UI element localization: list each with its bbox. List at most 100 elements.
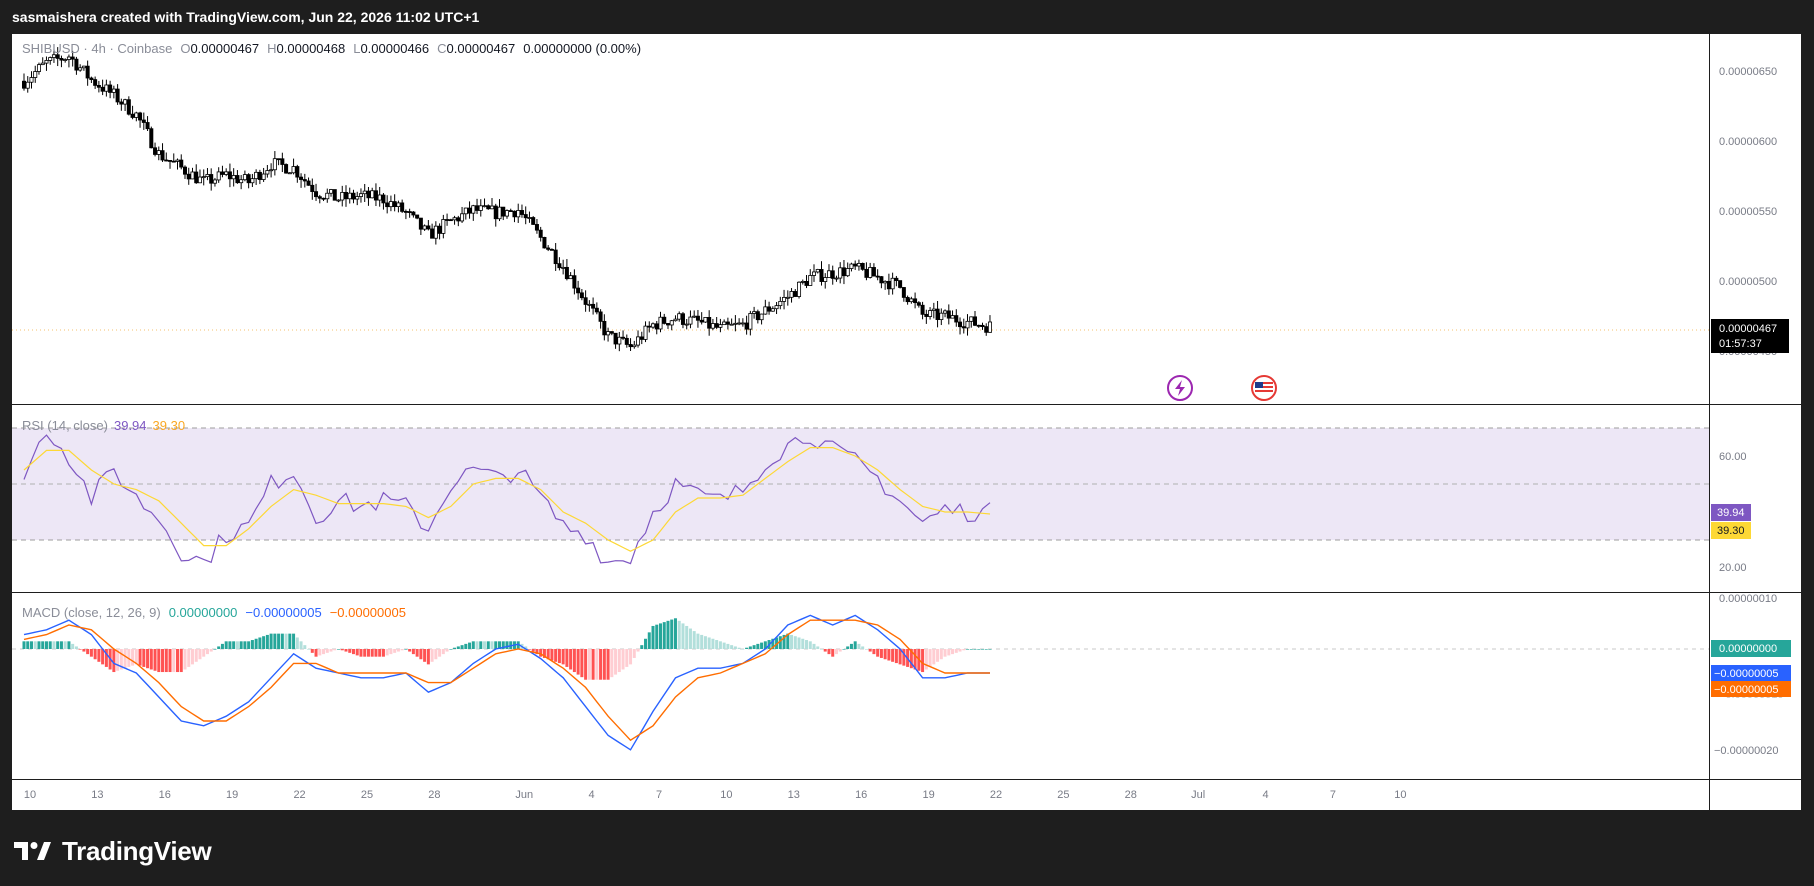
candle: [227, 163, 232, 188]
macd-histogram-bar: [535, 649, 539, 655]
macd-histogram-bar: [805, 640, 809, 649]
macd-histogram-bar: [838, 649, 842, 652]
time-axis-label: 13: [91, 789, 103, 801]
candle: [853, 260, 858, 270]
macd-histogram-bar: [299, 641, 303, 649]
macd-histogram-bar: [337, 649, 341, 650]
time-axis-label: 16: [159, 789, 171, 801]
macd-histogram-bar: [265, 634, 269, 649]
macd-histogram-bar: [932, 649, 936, 665]
macd-histogram-bar: [988, 649, 992, 650]
macd-histogram-bar: [44, 641, 48, 649]
macd-histogram-bar: [861, 646, 865, 649]
macd-histogram-bar: [29, 641, 33, 649]
macd-histogram-bar: [381, 649, 385, 657]
candle: [209, 168, 214, 191]
macd-histogram-bar: [647, 632, 651, 649]
macd-histogram-bar: [288, 633, 292, 649]
lightning-event-icon[interactable]: [1167, 375, 1193, 401]
candle: [385, 195, 390, 214]
macd-histogram-bar: [775, 637, 779, 649]
rsi-axis[interactable]: 60.00 20.00: [1719, 451, 1747, 574]
macd-histogram-bar: [711, 638, 715, 649]
candle: [748, 310, 753, 336]
macd-histogram-bar: [430, 649, 434, 662]
candle: [782, 289, 787, 310]
candle: [812, 264, 817, 282]
macd-histogram-bar: [370, 649, 374, 657]
symbol-label: SHIBUSD: [22, 41, 80, 56]
macd-histogram-bar: [894, 649, 898, 664]
candle: [639, 331, 644, 345]
time-axis-label: 22: [990, 789, 1002, 801]
candle: [789, 288, 794, 303]
candle: [561, 259, 566, 275]
candle: [231, 168, 236, 187]
macd-histogram-bar: [198, 649, 202, 660]
candle: [254, 169, 259, 185]
brand-logo[interactable]: TradingView: [14, 836, 212, 867]
chart-svg[interactable]: SHIBUSD · 4h · Coinbase O0.00000467 H0.000…: [12, 34, 1801, 810]
macd-histogram-bar: [644, 638, 648, 649]
candle: [636, 330, 641, 348]
candle: [755, 309, 760, 324]
macd-histogram-bar: [561, 649, 565, 665]
candle: [954, 309, 959, 327]
macd-histogram-bar: [475, 641, 479, 649]
macd-histogram-bar: [217, 646, 221, 649]
open-value: 0.00000467: [190, 41, 259, 56]
price-tick: 0.00000500: [1719, 276, 1777, 288]
time-axis[interactable]: 10 13 16 19 22 25 28 Jun 4 7 10 13 16 19 22 25 28 Jul 4 7 10: [24, 789, 1407, 801]
candle: [845, 262, 850, 278]
candle: [662, 313, 667, 325]
price-legend[interactable]: SHIBUSD · 4h · Coinbase O0.00000467 H0.000…: [22, 41, 641, 56]
candle: [175, 158, 180, 170]
macd-histogram-bar: [273, 633, 277, 649]
candle: [725, 317, 730, 330]
macd-histogram-bar: [86, 649, 90, 655]
macd-histogram-bar: [258, 637, 262, 649]
macd-histogram-bar: [415, 649, 419, 657]
candle: [182, 165, 187, 179]
time-axis-label: 10: [720, 789, 732, 801]
candle: [579, 288, 584, 301]
macd-histogram-bar: [172, 649, 176, 673]
candle: [830, 265, 835, 285]
macd-histogram-bar: [220, 643, 224, 649]
macd-histogram-layer: [22, 618, 992, 680]
macd-histogram-bar: [756, 643, 760, 649]
macd-histogram-bar: [763, 641, 767, 649]
macd-legend[interactable]: MACD (close, 12, 26, 9) 0.00000000 −0.0000…: [22, 605, 406, 620]
time-axis-label: 13: [788, 789, 800, 801]
macd-histogram-bar: [557, 649, 561, 664]
candle: [542, 236, 547, 249]
rsi-legend[interactable]: RSI (14, close) 39.94 39.30: [22, 418, 185, 433]
price-axis[interactable]: 0.00000650 0.00000600 0.00000550 0.00000…: [1719, 66, 1777, 358]
macd-histogram-bar: [78, 649, 82, 650]
macd-histogram-bar: [355, 649, 359, 656]
candle: [70, 50, 75, 67]
candle: [557, 257, 562, 271]
candle: [156, 146, 161, 161]
candle: [943, 309, 948, 318]
candle: [901, 286, 906, 302]
macd-histogram-bar: [389, 649, 393, 655]
macd-histogram-bar: [580, 649, 584, 678]
macd-histogram-bar: [827, 649, 831, 655]
macd-histogram-bar: [696, 633, 700, 649]
candle: [295, 164, 300, 183]
candle: [220, 165, 225, 178]
macd-histogram-bar: [131, 649, 135, 666]
macd-histogram-bar: [33, 641, 37, 649]
macd-histogram-bar: [808, 641, 812, 649]
candle: [729, 318, 734, 326]
us-flag-event-icon[interactable]: [1251, 375, 1277, 401]
macd-histogram-bar: [168, 649, 172, 673]
candle: [373, 183, 378, 207]
macd-histogram-bar: [119, 649, 123, 670]
rsi-ma-value: 39.30: [153, 418, 186, 433]
candle: [759, 313, 764, 325]
macd-histogram-bar: [748, 646, 752, 649]
macd-histogram-bar: [52, 641, 56, 649]
legend-separator: ·: [106, 41, 118, 56]
